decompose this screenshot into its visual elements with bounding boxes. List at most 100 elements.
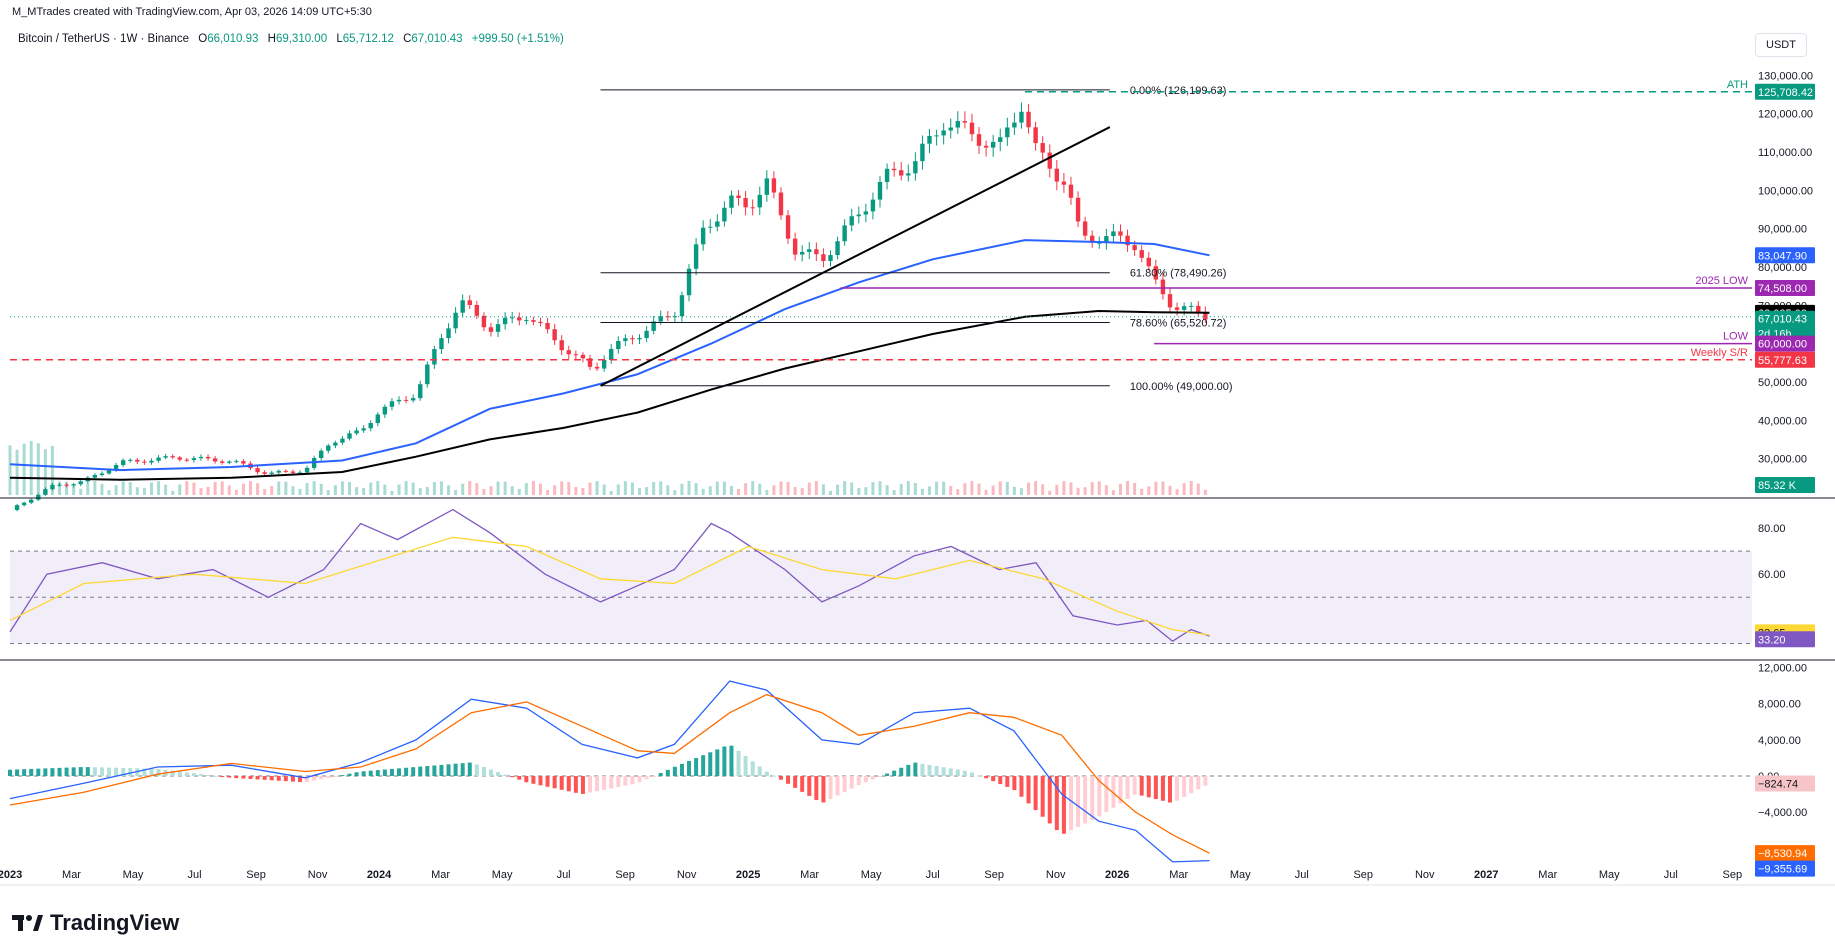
candle-body xyxy=(552,329,557,341)
candle-body xyxy=(382,406,388,415)
candle xyxy=(814,242,819,262)
candle-body xyxy=(693,244,699,269)
low-value: 65,712.12 xyxy=(342,33,394,45)
currency-button[interactable]: USDT xyxy=(1755,33,1807,57)
candle xyxy=(998,128,1003,152)
candle xyxy=(474,300,480,320)
candle-body xyxy=(326,445,331,451)
candle-body xyxy=(913,161,918,174)
volume-bar xyxy=(1118,483,1122,495)
candle-body xyxy=(927,135,932,144)
time-axis: 2023 Mar May Jul Sep Nov 2024 Mar May Jul Sep Nov 20… xyxy=(0,869,1835,886)
candle xyxy=(976,127,982,155)
candle-body xyxy=(149,460,154,463)
candle-body xyxy=(156,457,161,461)
price-tick-label: 110,000.00 xyxy=(1758,147,1812,159)
candle xyxy=(877,176,883,208)
price-tick-label: 30,000.00 xyxy=(1758,454,1807,466)
candle-body xyxy=(686,268,692,296)
volume-bar xyxy=(1005,481,1009,495)
macd-histogram-bar xyxy=(637,776,642,783)
macd-histogram-bar xyxy=(64,767,69,777)
moving-average-line-0 xyxy=(9,239,1210,472)
candle-body xyxy=(410,398,416,401)
candle xyxy=(375,412,381,427)
candle-body xyxy=(517,317,522,321)
macd-histogram-bar xyxy=(531,776,536,784)
macd-histogram-bar xyxy=(969,772,974,777)
volume-bar xyxy=(1083,487,1087,495)
macd-histogram-bar xyxy=(842,776,847,793)
volume-bar xyxy=(263,489,267,495)
candle-body xyxy=(531,320,536,322)
candle xyxy=(665,311,671,322)
volume-bar xyxy=(623,481,627,495)
macd-histogram-bar xyxy=(587,776,592,793)
candle-body xyxy=(1061,181,1067,185)
volume-bar xyxy=(376,481,380,495)
candle-body xyxy=(835,241,840,256)
macd-histogram-bar xyxy=(630,776,635,785)
macd-axis-label-text: −9,355.69 xyxy=(1758,864,1807,876)
candle-body xyxy=(446,328,451,339)
candle xyxy=(927,129,932,154)
volume-bar xyxy=(50,445,54,495)
macd-histogram-bar xyxy=(36,768,41,777)
volume-bar xyxy=(666,485,670,495)
macd-histogram-bar xyxy=(1146,776,1151,798)
macd-histogram-bar xyxy=(1132,776,1137,795)
volume-bar xyxy=(86,482,90,495)
macd-axis-label: −9,355.69 xyxy=(1755,860,1815,877)
candle xyxy=(601,355,607,372)
macd-histogram-bar xyxy=(750,761,755,777)
macd-histogram-bar xyxy=(43,768,48,777)
candle xyxy=(283,469,289,474)
candle-body xyxy=(587,358,593,367)
candle xyxy=(1139,245,1144,263)
candle-body xyxy=(142,461,147,463)
time-tick-label: 2026 xyxy=(1105,869,1129,881)
volume-bar xyxy=(93,481,97,495)
macd-histogram-bar xyxy=(297,776,302,783)
volume-bar xyxy=(538,483,542,495)
chart-canvas[interactable]: 130,000.00 120,000.00 110,000.00 100,000.00… xyxy=(0,0,1835,900)
macd-histogram-bar xyxy=(255,776,260,780)
time-tick-label: Sep xyxy=(615,869,635,881)
macd-tick-label: 8,000.00 xyxy=(1758,699,1801,711)
volume-bar xyxy=(213,481,217,495)
volume-bar xyxy=(991,485,995,495)
candle-body xyxy=(842,225,847,242)
candle-body xyxy=(877,181,883,200)
price-axis-label-text: 125,708.42 xyxy=(1758,87,1813,99)
macd-histogram-bar xyxy=(198,774,203,777)
candle-body xyxy=(389,401,395,407)
macd-histogram-bar xyxy=(920,763,925,777)
macd-histogram-bar xyxy=(984,776,989,779)
time-tick-label: May xyxy=(861,869,882,881)
macd-histogram-bar xyxy=(29,768,34,777)
volume-bar xyxy=(404,481,408,495)
candle-body xyxy=(453,312,458,329)
candle-body xyxy=(948,127,953,131)
candle xyxy=(722,201,727,227)
time-tick-label: Jul xyxy=(557,869,571,881)
volume-bar xyxy=(899,483,903,495)
volume-bar xyxy=(1175,489,1179,495)
macd-histogram-bar xyxy=(361,771,366,777)
candle xyxy=(580,352,586,363)
macd-histogram-bar xyxy=(566,776,571,792)
candle-body xyxy=(113,464,119,471)
candle-body xyxy=(1104,236,1109,243)
macd-histogram-bar xyxy=(913,762,918,777)
candle xyxy=(135,457,140,465)
macd-series-line-1 xyxy=(9,693,1210,854)
candle-body xyxy=(545,323,550,330)
volume-bar xyxy=(1168,485,1172,495)
volume-bar xyxy=(779,481,783,495)
candle-body xyxy=(304,467,310,473)
candle xyxy=(1026,104,1031,134)
macd-histogram-bar xyxy=(743,756,748,777)
candle xyxy=(856,206,861,224)
volume-bar xyxy=(418,488,422,495)
time-tick-label: May xyxy=(492,869,513,881)
